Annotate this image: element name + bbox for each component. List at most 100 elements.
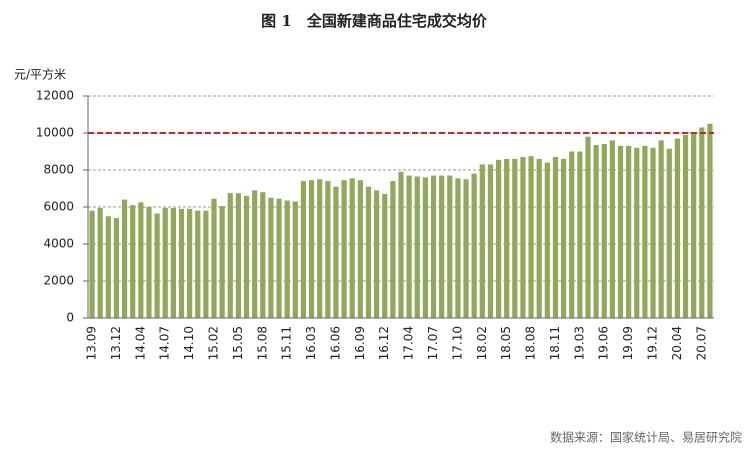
x-tick-label: 16.03 xyxy=(304,326,318,360)
bar xyxy=(430,175,437,318)
x-tick-label: 17.04 xyxy=(402,326,416,360)
y-tick-label: 8000 xyxy=(43,163,74,177)
bar xyxy=(682,134,689,318)
x-tick-label: 20.07 xyxy=(694,326,708,360)
bar xyxy=(479,164,485,318)
bar xyxy=(333,186,339,318)
bar xyxy=(235,193,242,318)
bar xyxy=(455,178,461,318)
x-tick-label: 18.02 xyxy=(475,326,489,360)
bar xyxy=(601,144,607,318)
x-tick-label: 17.07 xyxy=(426,326,440,360)
bar xyxy=(593,145,599,318)
bar xyxy=(528,156,534,318)
y-tick-label: 2000 xyxy=(43,274,74,288)
x-tick-label: 19.03 xyxy=(572,326,586,360)
bar xyxy=(691,133,697,318)
x-tick-label: 14.04 xyxy=(133,326,147,360)
x-tick-label: 17.10 xyxy=(450,326,464,360)
bar xyxy=(658,140,664,318)
bar xyxy=(308,180,315,318)
bar xyxy=(325,181,331,318)
chart-title: 图 1 全国新建商品住宅成交均价 xyxy=(261,12,488,30)
bar xyxy=(666,148,672,318)
bar xyxy=(487,164,494,318)
bar xyxy=(300,181,307,318)
bar xyxy=(577,151,583,318)
bar xyxy=(243,195,250,318)
bar xyxy=(414,176,420,318)
bar xyxy=(260,192,266,318)
bar xyxy=(585,136,591,318)
x-tick-label: 18.08 xyxy=(524,326,538,360)
x-tick-label: 19.06 xyxy=(597,326,611,360)
bar xyxy=(422,177,428,318)
x-tick-label: 18.11 xyxy=(548,326,562,360)
bar xyxy=(374,190,380,318)
bar xyxy=(674,138,681,318)
bar xyxy=(195,210,201,318)
bar xyxy=(276,198,282,318)
bar xyxy=(227,193,233,318)
y-tick-label: 12000 xyxy=(36,89,74,103)
bar xyxy=(113,218,120,318)
bar xyxy=(365,186,372,318)
x-tick-label: 15.08 xyxy=(255,326,269,360)
y-tick-label: 10000 xyxy=(36,126,74,140)
y-tick-label: 6000 xyxy=(43,200,74,214)
bar xyxy=(699,127,705,318)
bar xyxy=(650,147,656,318)
bar xyxy=(105,216,111,318)
bar xyxy=(569,151,575,318)
x-tick-label: 14.10 xyxy=(182,326,196,360)
bar xyxy=(203,210,209,318)
x-tick-label: 16.12 xyxy=(377,326,391,360)
x-tick-label: 13.09 xyxy=(85,326,99,360)
x-tick-label: 15.05 xyxy=(231,326,245,360)
bar xyxy=(406,175,412,318)
bar xyxy=(707,123,713,318)
bar xyxy=(187,208,193,318)
bar xyxy=(447,175,453,318)
bar xyxy=(341,180,347,318)
bar xyxy=(382,194,388,318)
bar xyxy=(642,145,648,318)
bar xyxy=(121,199,128,318)
x-tick-label: 14.07 xyxy=(158,326,172,360)
bar xyxy=(268,197,274,318)
bar xyxy=(97,207,103,318)
x-tick-label: 16.06 xyxy=(328,326,342,360)
bar xyxy=(89,210,95,318)
x-tick-label: 19.09 xyxy=(621,326,635,360)
bar xyxy=(252,190,258,318)
bar xyxy=(211,198,217,318)
bar xyxy=(138,202,144,318)
x-tick-label: 15.11 xyxy=(280,326,294,360)
bar xyxy=(520,157,526,318)
bar xyxy=(219,206,225,318)
bar xyxy=(544,162,550,318)
bar xyxy=(463,179,469,318)
bar xyxy=(471,173,477,318)
y-axis-label: 元/平方米 xyxy=(14,67,66,82)
x-tick-label: 18.05 xyxy=(499,326,513,360)
bar xyxy=(626,145,632,318)
bar xyxy=(146,207,152,318)
bar xyxy=(349,178,355,318)
bar xyxy=(439,175,445,318)
bar xyxy=(284,200,290,318)
x-tick-label: 20.04 xyxy=(670,326,684,360)
x-tick-label: 16.09 xyxy=(353,326,367,360)
bar xyxy=(162,207,168,318)
bar xyxy=(552,157,559,318)
bar xyxy=(390,181,396,318)
y-tick-label: 4000 xyxy=(43,237,74,251)
bar xyxy=(292,201,298,318)
bar xyxy=(398,171,404,318)
bar xyxy=(536,158,542,318)
bar xyxy=(130,205,136,318)
bar xyxy=(154,213,160,318)
bar xyxy=(495,159,502,318)
bar xyxy=(317,179,323,318)
